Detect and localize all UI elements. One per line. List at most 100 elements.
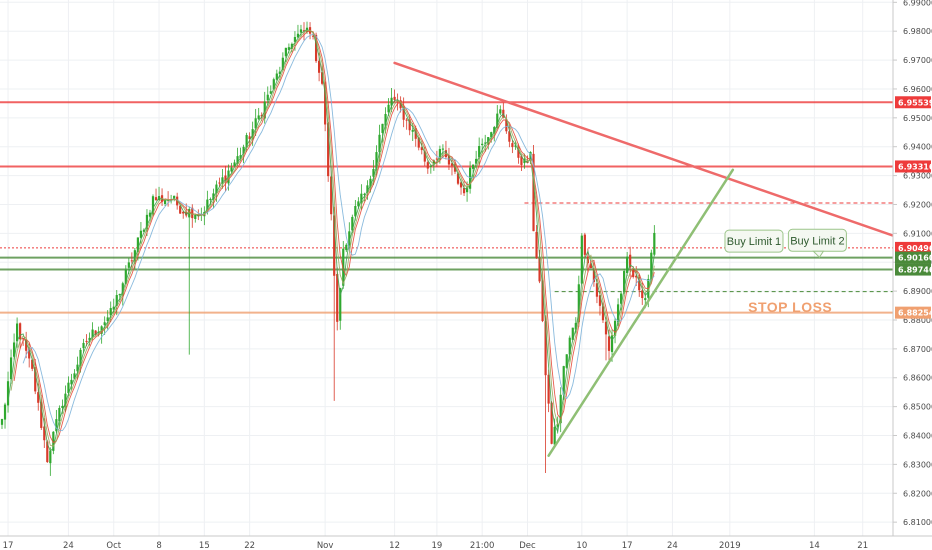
moving-average-line bbox=[22, 33, 655, 432]
candle-body bbox=[493, 127, 496, 134]
candle-body bbox=[559, 394, 562, 424]
time-tick-label: 21:00 bbox=[470, 541, 495, 550]
candle-body bbox=[438, 149, 441, 160]
candle-body bbox=[595, 283, 599, 297]
candle-body bbox=[330, 176, 333, 215]
candle-body bbox=[9, 357, 13, 380]
candle-body bbox=[583, 234, 586, 255]
candle-body bbox=[242, 146, 245, 154]
candle-body bbox=[441, 148, 445, 150]
candle-body bbox=[46, 441, 49, 463]
moving-average-line bbox=[7, 28, 655, 452]
candle-body bbox=[25, 340, 28, 351]
candle-body bbox=[384, 113, 387, 126]
candle-body bbox=[124, 269, 127, 284]
price-level-badge bbox=[895, 96, 931, 109]
candle-body bbox=[103, 322, 106, 326]
candle-body bbox=[638, 276, 641, 291]
candle-body bbox=[185, 211, 188, 216]
candle-body bbox=[154, 197, 158, 200]
candle-body bbox=[275, 73, 278, 80]
candle-body bbox=[366, 185, 369, 193]
candle-body bbox=[496, 113, 499, 129]
candle-body bbox=[76, 364, 79, 372]
candle-body bbox=[481, 143, 484, 146]
candle-body bbox=[12, 342, 16, 357]
candle-body bbox=[577, 284, 580, 322]
time-tick-label: 17 bbox=[3, 541, 14, 550]
candle-body bbox=[354, 206, 357, 217]
candle-body bbox=[435, 158, 438, 160]
candle-body bbox=[375, 152, 378, 171]
candle-body bbox=[115, 295, 118, 306]
candle-body bbox=[49, 450, 52, 464]
candle-body bbox=[85, 340, 88, 342]
candle-body bbox=[173, 195, 176, 199]
candle-body bbox=[311, 35, 315, 37]
candle-body bbox=[67, 382, 70, 394]
candle-body bbox=[118, 293, 121, 296]
candle-body bbox=[532, 153, 535, 232]
candle-body bbox=[650, 252, 653, 280]
candle-body bbox=[34, 367, 37, 392]
stop-loss-label: STOP LOSS bbox=[748, 299, 832, 315]
price-level-badge-label: 6.90496 bbox=[898, 244, 932, 253]
candle-body bbox=[472, 164, 475, 169]
candle-body bbox=[402, 106, 405, 120]
candle-body bbox=[221, 177, 224, 184]
price-tick-label: 6.81000 bbox=[903, 518, 932, 527]
candle-body bbox=[613, 320, 617, 336]
price-tick-label: 6.97000 bbox=[903, 56, 932, 65]
candle-body bbox=[505, 119, 508, 132]
candle-body bbox=[360, 193, 363, 203]
candle-body bbox=[287, 47, 290, 50]
candlestick-series bbox=[0, 21, 656, 476]
candle-body bbox=[565, 354, 568, 368]
price-level-badge bbox=[895, 263, 931, 276]
candle-body bbox=[269, 91, 272, 94]
time-tick-label: 10 bbox=[576, 541, 587, 550]
candle-body bbox=[623, 271, 626, 292]
candle-body bbox=[620, 293, 623, 304]
time-tick-label: 15 bbox=[199, 541, 210, 550]
candle-body bbox=[339, 287, 342, 321]
candle-body bbox=[61, 405, 64, 408]
candle-body bbox=[653, 232, 656, 255]
price-tick-label: 6.88000 bbox=[903, 316, 932, 325]
candle-body bbox=[6, 381, 10, 406]
callout-label: Buy Limit 2 bbox=[790, 235, 844, 247]
candle-body bbox=[348, 231, 351, 246]
candle-body bbox=[580, 235, 583, 284]
candle-body bbox=[109, 308, 112, 316]
price-level-badge bbox=[895, 251, 931, 264]
candle-body bbox=[293, 37, 297, 42]
candle-body bbox=[224, 175, 227, 182]
candle-body bbox=[272, 79, 275, 90]
candle-body bbox=[148, 212, 152, 217]
candle-body bbox=[544, 321, 547, 376]
time-tick-label: 2019 bbox=[719, 541, 741, 550]
price-tick-label: 6.86000 bbox=[903, 374, 932, 383]
candle-body bbox=[64, 393, 67, 408]
candle-body bbox=[182, 211, 185, 214]
trendline bbox=[393, 61, 901, 239]
candle-body bbox=[553, 427, 556, 445]
candle-body bbox=[233, 162, 236, 167]
candle-body bbox=[327, 123, 330, 177]
candle-body bbox=[629, 254, 632, 268]
candle-body bbox=[616, 304, 620, 323]
candle-body bbox=[447, 155, 451, 165]
candle-body bbox=[142, 229, 146, 232]
candle-body bbox=[363, 193, 366, 195]
candle-body bbox=[462, 188, 466, 194]
candle-body bbox=[106, 317, 109, 322]
price-tick-label: 6.84000 bbox=[903, 432, 932, 441]
price-tick-label: 6.89000 bbox=[903, 287, 932, 296]
candle-body bbox=[342, 248, 345, 286]
candle-body bbox=[336, 274, 339, 322]
candle-body bbox=[535, 231, 538, 259]
candle-body bbox=[70, 379, 73, 385]
candle-body bbox=[91, 329, 94, 338]
time-tick-label: Oct bbox=[106, 541, 121, 550]
